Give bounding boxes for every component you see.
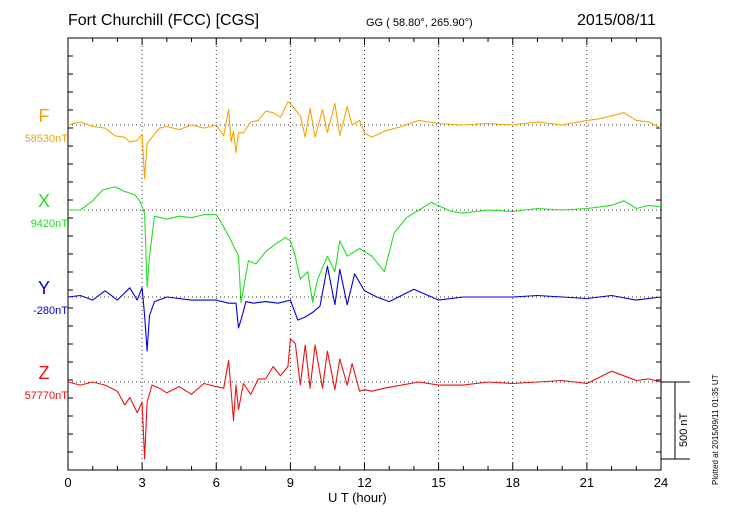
geographic-coords: GG ( 58.80°, 265.90°) (366, 17, 473, 29)
series-baseline-z: 57770nT (25, 390, 69, 402)
series-name-f: F (39, 106, 50, 126)
series-line-f (67, 101, 662, 180)
x-tick-label: 9 (287, 475, 294, 490)
x-axis-label: U T (hour) (328, 490, 387, 505)
date-title: 2015/08/11 (577, 12, 656, 29)
x-tick-label: 15 (431, 475, 445, 490)
x-tick-label: 0 (64, 475, 71, 490)
series-name-z: Z (39, 363, 50, 383)
series-line-x (68, 186, 662, 303)
series-name-x: X (38, 191, 50, 211)
x-tick-label: 6 (213, 475, 220, 490)
x-tick-label: 24 (654, 475, 668, 490)
series-baseline-x: 9420nT (31, 218, 69, 230)
x-tick-label: 21 (580, 475, 594, 490)
series-line-y (67, 265, 662, 352)
station-title: Fort Churchill (FCC) [CGS] (68, 12, 260, 29)
x-tick-label: 3 (139, 475, 146, 490)
series-baseline-f: 58530nT (25, 133, 69, 145)
x-tick-label: 12 (357, 475, 371, 490)
x-tick-label: 18 (506, 475, 520, 490)
plotted-note: Plotted at 2015/09/11 01:35 UT (711, 374, 720, 485)
series-name-y: Y (38, 278, 50, 298)
scale-bar-label: 500 nT (678, 412, 690, 447)
series-baseline-y: -280nT (33, 305, 68, 317)
series-line-z (67, 338, 662, 460)
